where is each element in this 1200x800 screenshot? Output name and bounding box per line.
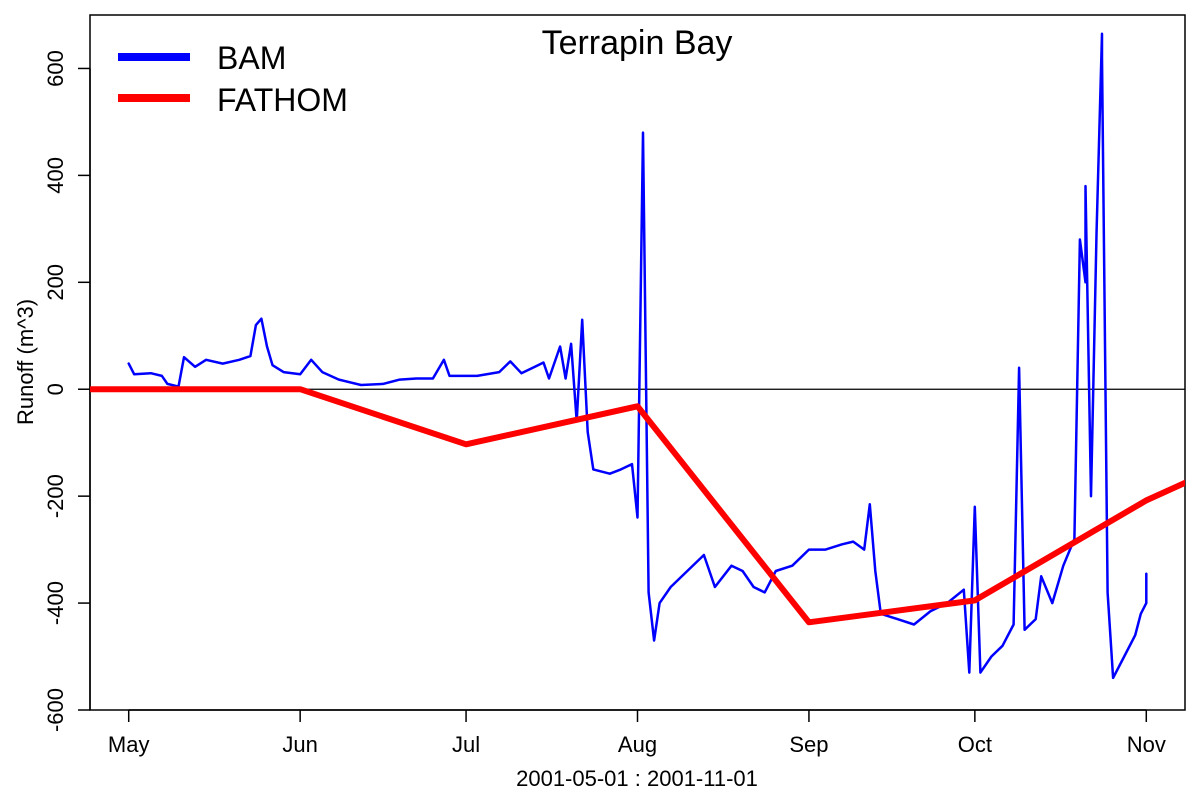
series-line-fathom: [90, 386, 1185, 626]
x-tick-label: Aug: [618, 732, 657, 757]
x-axis: May Jun Jul Aug Sep Oct Nov: [108, 709, 1166, 757]
x-axis-title: 2001-05-01 : 2001-11-01: [516, 766, 758, 791]
legend: BAM FATHOM: [118, 40, 348, 118]
plot-frame: [89, 14, 1186, 711]
series-line-bam: [127, 32, 1148, 680]
y-tick-label: 0: [43, 383, 68, 395]
y-tick-label: -200: [43, 474, 68, 518]
chart-title: Terrapin Bay: [542, 24, 733, 62]
y-tick-label: 200: [43, 264, 68, 301]
y-axis: -600 -400 -200 0 200 400 600: [43, 50, 91, 732]
y-tick-label: 600: [43, 50, 68, 87]
legend-label-bam: BAM: [217, 40, 286, 76]
x-tick-label: Jul: [452, 732, 480, 757]
y-tick-label: -600: [43, 688, 68, 732]
series-layer: [90, 32, 1185, 680]
y-tick-label: -400: [43, 581, 68, 625]
y-tick-label: 400: [43, 157, 68, 194]
x-tick-label: May: [108, 732, 150, 757]
x-tick-label: Sep: [789, 732, 828, 757]
x-tick-label: Nov: [1127, 732, 1166, 757]
y-axis-title: Runoff (m^3): [13, 299, 38, 425]
x-tick-label: Jun: [282, 732, 317, 757]
x-tick-label: Oct: [958, 732, 992, 757]
legend-label-fathom: FATHOM: [217, 82, 348, 118]
